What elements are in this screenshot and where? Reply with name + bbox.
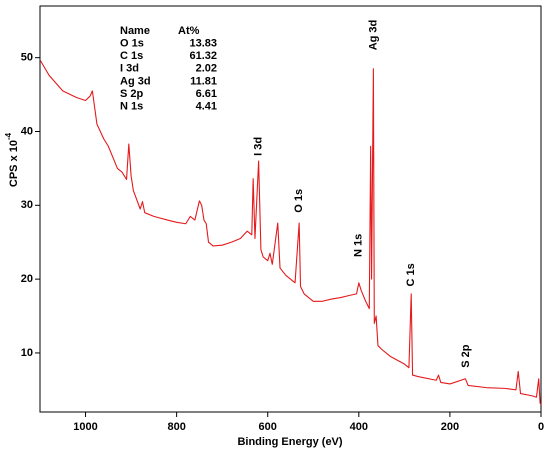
y-axis-label: CPS x 10-4 <box>4 132 20 187</box>
y-axis-label-main: CPS x 10 <box>8 140 20 187</box>
x-tick-label: 400 <box>350 421 368 433</box>
peak-label: O 1s <box>293 189 305 213</box>
table-name: O 1s <box>120 38 144 50</box>
y-tick-label: 10 <box>21 347 33 359</box>
table-name: N 1s <box>120 101 143 113</box>
table-value: 13.83 <box>189 38 217 50</box>
x-tick-label: 800 <box>167 421 185 433</box>
table-value: 11.81 <box>190 75 217 87</box>
x-tick-label: 1000 <box>73 421 97 433</box>
spectrum-line <box>39 60 542 405</box>
y-axis-label-exponent: -4 <box>4 132 13 140</box>
table-value: 61.32 <box>189 50 217 62</box>
table-value: 6.61 <box>196 88 217 100</box>
plot-frame <box>39 5 542 413</box>
table-header: At% <box>178 25 200 37</box>
peak-label: S 2p <box>460 344 472 368</box>
table-header: Name <box>120 25 150 37</box>
y-tick-label: 50 <box>21 52 33 64</box>
peak-label: Ag 3d <box>367 20 379 51</box>
peak-label: I 3d <box>253 137 265 156</box>
table-value: 4.41 <box>196 101 217 113</box>
y-tick-label: 20 <box>21 273 33 285</box>
table-value: 2.02 <box>196 63 217 75</box>
x-tick-label: 200 <box>441 421 459 433</box>
y-tick-label: 40 <box>21 125 33 137</box>
peak-label: N 1s <box>353 234 365 257</box>
x-axis-label: Binding Energy (eV) <box>237 436 342 448</box>
x-tick-label: 600 <box>259 421 277 433</box>
peak-label: C 1s <box>405 263 417 286</box>
table-name: Ag 3d <box>120 75 151 87</box>
table-name: I 3d <box>120 63 139 75</box>
x-tick-label: 0 <box>538 421 544 433</box>
table-name: C 1s <box>120 50 143 62</box>
y-tick-label: 30 <box>21 199 33 211</box>
table-name: S 2p <box>120 88 144 100</box>
